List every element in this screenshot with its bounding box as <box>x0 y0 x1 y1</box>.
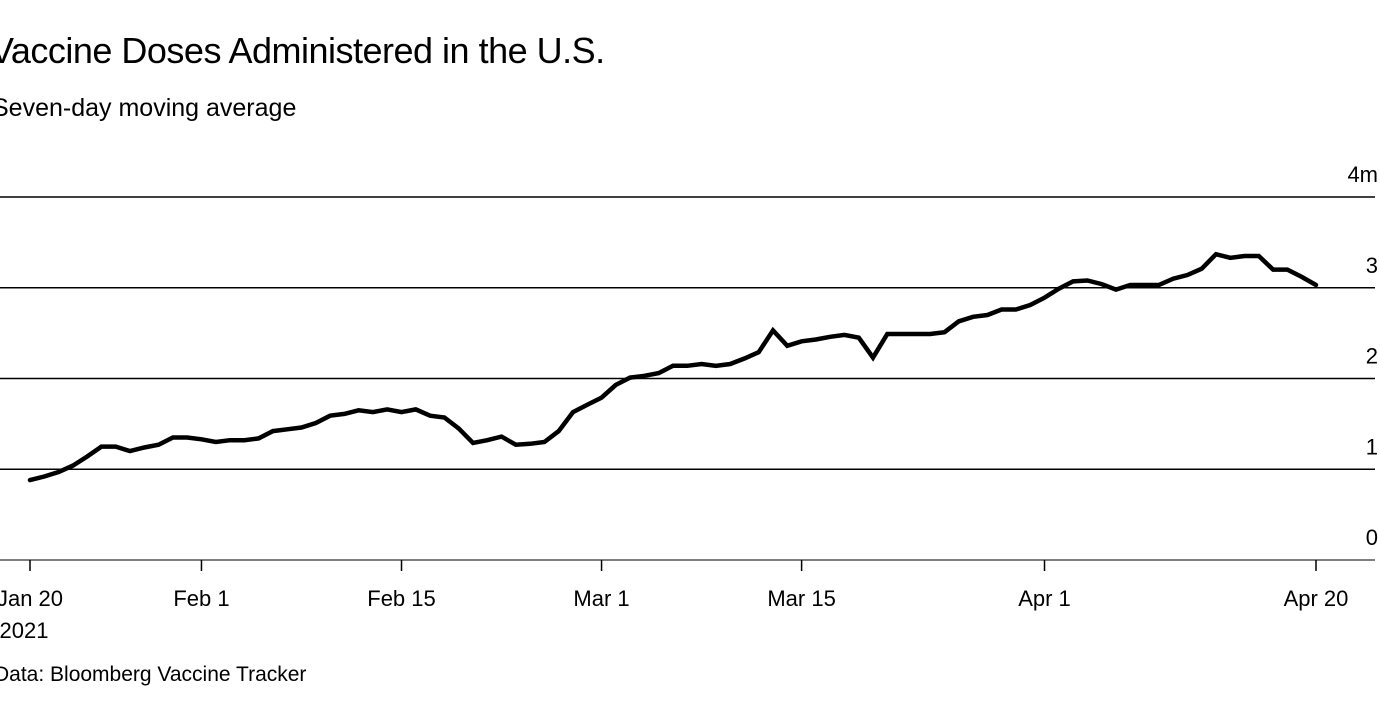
y-tick-label: 2 <box>1366 344 1378 369</box>
y-tick-label: 1 <box>1366 434 1378 459</box>
y-tick-label: 4m <box>1347 162 1378 187</box>
y-tick-label: 3 <box>1366 253 1378 278</box>
x-tick-label: Feb 15 <box>367 586 436 611</box>
y-tick-label: 0 <box>1366 525 1378 550</box>
x-tick-label: Apr 1 <box>1018 586 1071 611</box>
chart-subtitle: Seven-day moving average <box>0 94 297 122</box>
x-tick-sublabel: 2021 <box>0 618 48 643</box>
chart-title: Vaccine Doses Administered in the U.S. <box>0 30 605 71</box>
x-tick-label: Apr 20 <box>1284 586 1349 611</box>
x-tick-label: Jan 20 <box>0 586 63 611</box>
series-line <box>27 251 1319 483</box>
chart-source: Data: Bloomberg Vaccine Tracker <box>0 663 307 686</box>
x-tick-label: Feb 1 <box>173 586 229 611</box>
x-tick-label: Mar 1 <box>573 586 629 611</box>
x-tick-label: Mar 15 <box>767 586 835 611</box>
